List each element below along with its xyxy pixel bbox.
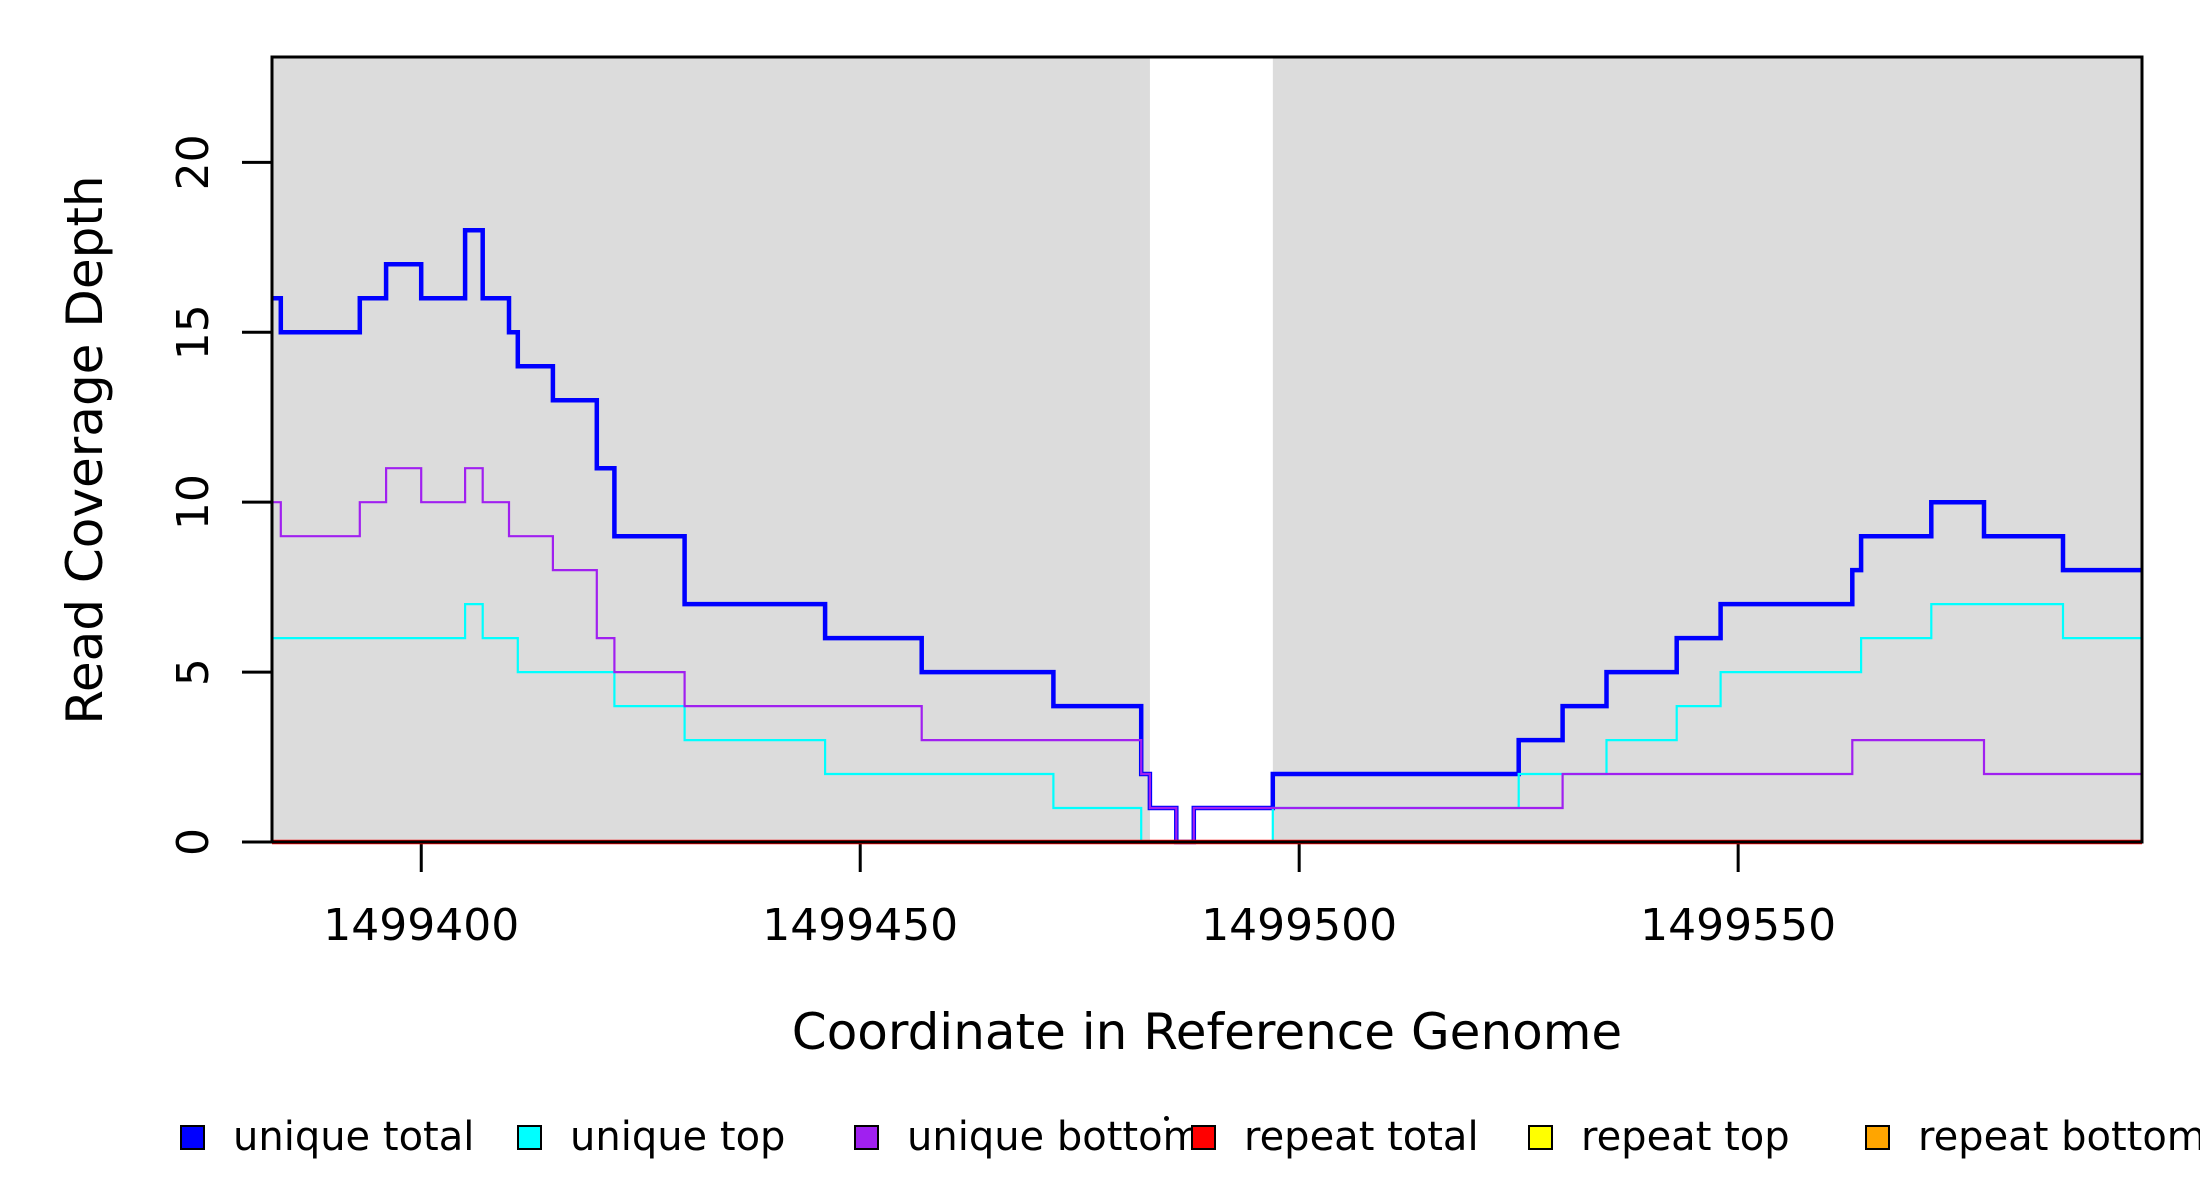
legend-item-unique-bottom: unique bottom: [854, 1113, 1202, 1161]
plot-box-frame: [270, 55, 2144, 844]
y-tick-label: 10: [168, 474, 219, 530]
y-tick-label: 5: [168, 658, 219, 686]
unique-bottom-swatch-icon: [854, 1124, 879, 1150]
legend-label: repeat total: [1244, 1114, 1479, 1160]
x-axis-title-text: Coordinate in Reference Genome: [791, 1003, 1623, 1061]
x-tick-label: 1499500: [1201, 900, 1397, 951]
repeat-total-swatch-icon: [1191, 1124, 1216, 1150]
unique-total-swatch-icon: [180, 1124, 205, 1150]
legend-item-repeat-bottom: repeat bottom: [1865, 1113, 2200, 1161]
legend-label: unique bottom: [907, 1114, 1202, 1160]
legend-label: unique total: [233, 1114, 475, 1160]
repeat-bottom-swatch-icon: [1865, 1124, 1890, 1150]
legend-label: unique top: [570, 1114, 786, 1160]
series-unique-total-line: [272, 228, 2142, 845]
legend-item-repeat-top: repeat top: [1528, 1113, 1790, 1161]
y-tick-label: 0: [168, 828, 219, 856]
y-axis-title: Read Coverage Depth: [56, 175, 114, 725]
x-axis-title: Coordinate in Reference Genome: [0, 1003, 2200, 1061]
legend-label: repeat bottom: [1918, 1114, 2200, 1160]
y-tick-label: 20: [168, 134, 219, 190]
legend: unique total unique top unique bottom re…: [0, 1113, 2200, 1161]
x-tick-label: 1499450: [762, 900, 958, 951]
legend-item-repeat-total: repeat total: [1191, 1113, 1479, 1161]
unique-top-swatch-icon: [517, 1124, 542, 1150]
repeat-top-swatch-icon: [1528, 1124, 1553, 1150]
x-tick-label: 1499400: [323, 900, 519, 951]
series-unique-bottom-line: [272, 467, 2142, 844]
stray-dot: [1164, 1116, 1169, 1121]
legend-item-unique-total: unique total: [180, 1113, 474, 1161]
coverage-gap-band: [1149, 57, 1273, 842]
legend-label: repeat top: [1581, 1114, 1790, 1160]
y-tick-label: 15: [168, 304, 219, 360]
x-tick-label: 1499550: [1640, 900, 1836, 951]
legend-item-unique-top: unique top: [517, 1113, 785, 1161]
